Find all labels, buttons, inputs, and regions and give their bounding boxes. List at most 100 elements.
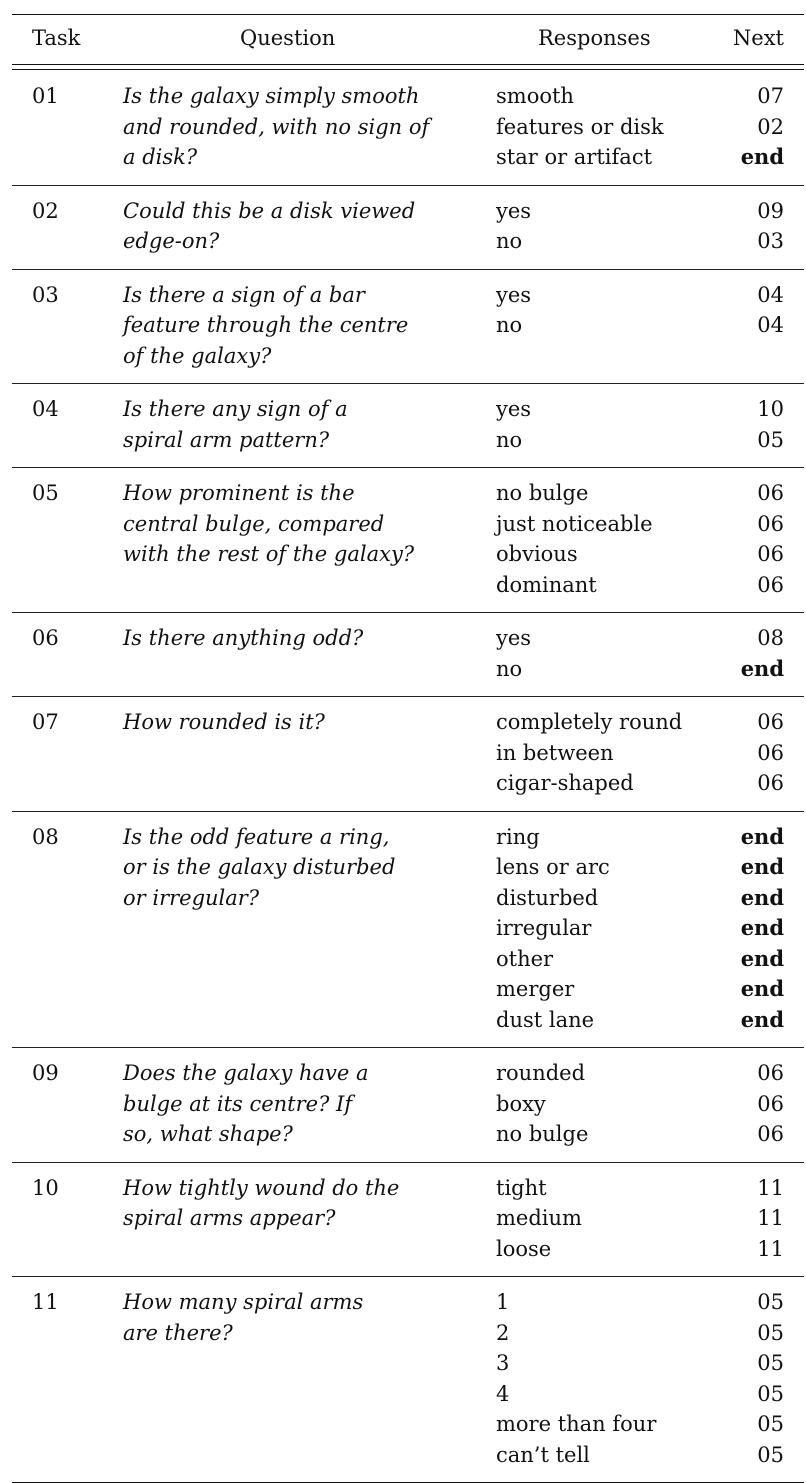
header-question: Question — [240, 26, 336, 50]
response-list-line: 1 — [496, 1290, 510, 1314]
response-list-line: lens or arc — [496, 855, 610, 879]
question-text-line: How many spiral arms — [123, 1290, 364, 1314]
task-number: 10 — [32, 1175, 59, 1200]
response-list-line: obvious — [496, 542, 578, 566]
top-rule — [12, 14, 804, 15]
response-list-line: no — [496, 313, 523, 337]
next-task-list-line: 06 — [757, 1122, 784, 1146]
task-number: 04 — [32, 397, 59, 421]
next-task-list-line: 02 — [757, 114, 784, 139]
row-separator — [12, 1161, 804, 1163]
question-text-line: edge-on? — [123, 229, 220, 253]
next-task-list-line: 06 — [757, 1091, 784, 1116]
response-list-line: irregular — [496, 916, 592, 940]
task-number: 08 — [32, 824, 59, 849]
response-list-line: 3 — [496, 1351, 510, 1375]
question-text: How tightly wound do the spiral arms appe… — [123, 1173, 399, 1234]
question-text-line: spiral arm pattern? — [123, 427, 330, 452]
question-text: Is there any sign of a spiral arm pattern… — [123, 394, 348, 455]
next-task-list: 06 06 06 — [757, 1058, 784, 1150]
response-list: yes no — [496, 623, 531, 684]
next-task-list-line: 06 — [757, 710, 784, 734]
response-list-line: yes — [496, 626, 532, 650]
response-list: yes no — [496, 280, 531, 341]
next-task-list: 10 05 — [757, 394, 784, 455]
response-list-line: features or disk — [496, 114, 664, 139]
question-text-line: spiral arms appear? — [123, 1206, 336, 1230]
row-separator — [12, 184, 804, 186]
next-task-list-line: 07 — [757, 84, 784, 108]
response-list: yes no — [496, 196, 531, 257]
response-list-line: star or artifact — [496, 145, 653, 169]
next-task-list-line: end — [740, 655, 784, 681]
response-list-line: cigar-shaped — [496, 771, 634, 795]
question-text: How prominent is the central bulge, compa… — [123, 478, 414, 570]
response-list-line: just noticeable — [496, 511, 653, 536]
response-list-line: disturbed — [496, 885, 599, 910]
question-text-line: Is there anything odd? — [123, 626, 364, 650]
next-task-list: 04 04 — [757, 280, 784, 341]
header-task: Task — [32, 26, 81, 50]
next-task-list-line: end — [740, 144, 784, 169]
next-task-list-line: 11 — [757, 1175, 784, 1200]
next-task-list: 07 02 end — [741, 81, 784, 173]
next-task-list: 05 05 05 05 05 05 — [757, 1287, 784, 1470]
question-text-line: central bulge, compared — [123, 511, 385, 536]
task-number: 01 — [32, 84, 59, 108]
question-text-line: so, what shape? — [123, 1122, 293, 1146]
question-text: Is the galaxy simply smooth and rounded, … — [123, 81, 429, 173]
task-number: 09 — [32, 1061, 59, 1085]
next-task-list-line: end — [740, 884, 784, 910]
response-list: no bulge just noticeable obvious dominant — [496, 478, 653, 600]
response-list-line: smooth — [496, 84, 574, 108]
next-task-list-line: 09 — [757, 198, 784, 223]
row-separator — [12, 1047, 804, 1048]
row-separator — [12, 467, 804, 468]
question-text: How many spiral arms are there? — [123, 1287, 363, 1348]
question-text-line: or irregular? — [123, 885, 260, 910]
next-task-list-line: end — [740, 915, 784, 940]
response-list-line: more than four — [496, 1412, 657, 1436]
next-task-list: 11 11 11 — [757, 1173, 784, 1265]
next-task-list-line: 04 — [757, 313, 784, 337]
response-list: 1 2 3 4 more than four can’t tell — [496, 1287, 656, 1470]
next-task-list-line: 06 — [757, 771, 784, 795]
response-list-line: loose — [496, 1236, 552, 1261]
question-text-line: Is the galaxy simply smooth — [123, 84, 420, 108]
response-list-line: can’t tell — [496, 1442, 590, 1467]
response-list-line: yes — [496, 397, 532, 421]
next-task-list-line: end — [740, 976, 784, 1001]
task-number: 02 — [32, 198, 59, 223]
task-number: 03 — [32, 282, 59, 307]
response-list-line: no — [496, 427, 523, 452]
row-separator — [12, 383, 804, 384]
task-number: 05 — [32, 481, 59, 505]
next-task-list-line: 05 — [757, 1290, 784, 1314]
next-task-list-line: 06 — [757, 481, 784, 505]
response-list: completely round in between cigar-shaped — [496, 707, 682, 799]
question-text-line: Is there any sign of a — [123, 397, 348, 421]
question-text-line: bulge at its centre? If — [123, 1091, 353, 1116]
task-number: 07 — [32, 710, 59, 734]
header-next: Next — [732, 26, 784, 50]
header-double-rule-bottom — [12, 69, 804, 70]
next-task-list-line: 06 — [757, 542, 784, 566]
next-task-list-line: 06 — [757, 572, 784, 597]
next-task-list-line: 10 — [757, 397, 784, 421]
question-text-line: a disk? — [123, 145, 198, 169]
next-task-list-line: 05 — [757, 1351, 784, 1375]
next-task-list: 06 06 06 — [757, 707, 784, 799]
next-task-list-line: 03 — [757, 229, 784, 253]
question-text: How rounded is it? — [123, 707, 325, 738]
question-text: Is there anything odd? — [123, 623, 363, 654]
response-list-line: tight — [496, 1175, 547, 1200]
response-list-line: dominant — [496, 572, 597, 597]
question-text-line: with the rest of the galaxy? — [123, 542, 415, 566]
question-text-line: Is the odd feature a ring, — [123, 824, 390, 849]
header-double-rule-top — [12, 64, 804, 65]
task-number: 06 — [32, 626, 59, 650]
response-list-line: in between — [496, 740, 614, 765]
response-list: tight medium loose — [496, 1173, 582, 1265]
response-list: rounded boxy no bulge — [496, 1058, 588, 1150]
question-text-line: and rounded, with no sign of — [123, 114, 430, 139]
